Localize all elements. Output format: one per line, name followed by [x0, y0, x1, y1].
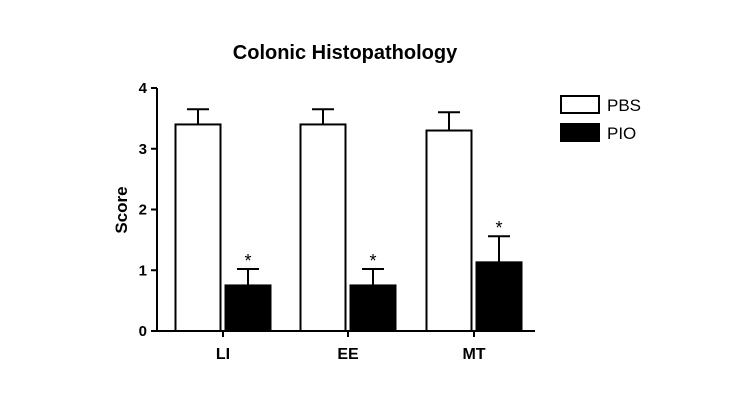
significance-mark: *	[369, 251, 376, 271]
x-tick-label: EE	[337, 346, 359, 363]
y-tick-label: 1	[139, 262, 147, 279]
x-tick-label: LI	[216, 346, 230, 363]
bar-pbs-li	[174, 123, 222, 332]
legend-label-pbs: PBS	[607, 96, 641, 115]
bar-pio-mt	[475, 261, 523, 333]
plot-area: 0 1 2 3 4 * LI * EE * MT	[139, 80, 535, 363]
legend-swatch-pio	[560, 123, 600, 142]
y-tick-label: 3	[139, 141, 147, 158]
legend: PBS PIO	[560, 95, 641, 143]
legend-label-pio: PIO	[607, 124, 636, 143]
bar-pbs-ee	[299, 123, 347, 332]
y-axis-label: Score	[112, 186, 131, 233]
bar-pio-ee	[349, 284, 397, 332]
bar-pbs-mt	[425, 129, 473, 332]
y-tick-label: 2	[139, 202, 147, 219]
y-tick-label: 4	[139, 80, 148, 97]
legend-swatch-pbs	[560, 95, 600, 114]
bar-pio-li	[224, 284, 272, 332]
chart-title: Colonic Histopathology	[233, 42, 458, 64]
significance-mark: *	[495, 218, 502, 238]
x-tick-label: MT	[462, 346, 485, 363]
significance-mark: *	[244, 251, 251, 271]
y-tick-label: 0	[139, 323, 147, 340]
